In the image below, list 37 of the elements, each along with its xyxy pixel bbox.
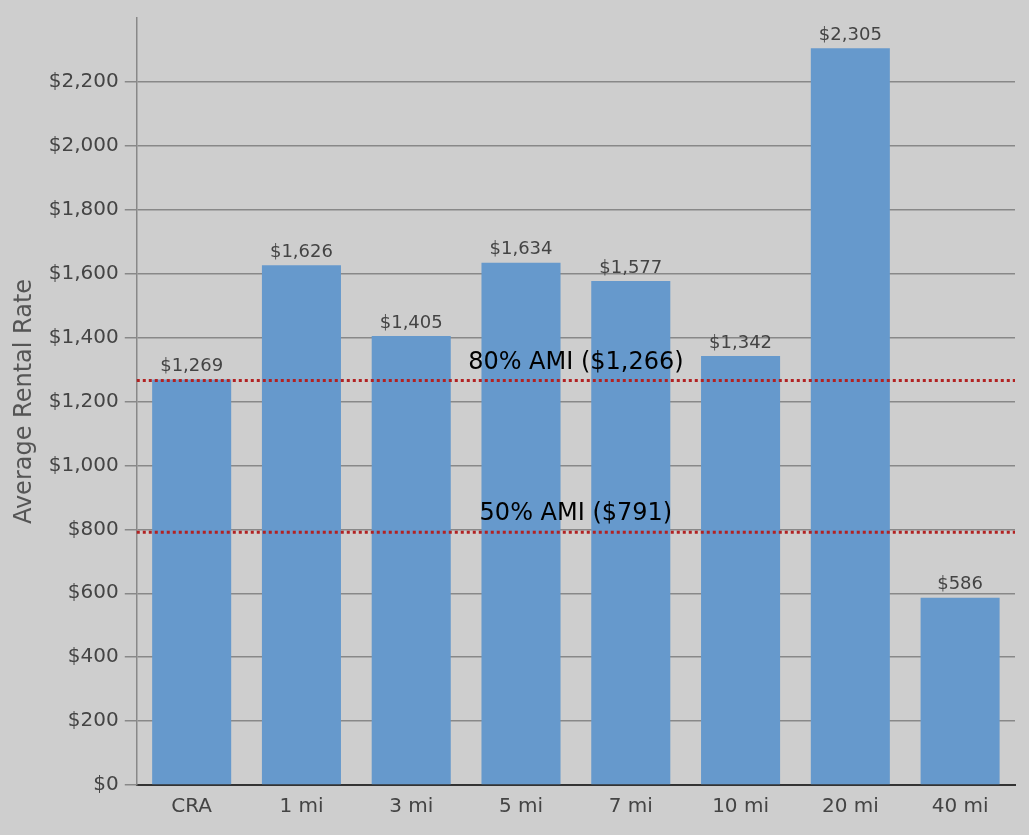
data-label: $586 [937,572,984,594]
x-tick-label: 1 mi [279,793,324,818]
y-tick-label: $600 [67,579,119,604]
x-tick-label: 5 mi [498,793,544,818]
bar [261,265,341,785]
ref-line-label: 80% AMI ($1,266) [468,346,684,375]
data-label: $1,405 [379,310,443,332]
data-label: $1,342 [709,330,773,352]
y-tick-label: $2,200 [48,68,119,93]
y-tick-label: $1,000 [48,451,119,476]
y-tick-label: $800 [67,515,119,540]
y-tick-label: $1,600 [48,259,119,284]
y-tick-label: $2,000 [48,132,119,157]
y-tick-label: $1,200 [48,387,119,412]
x-tick-label: 7 mi [608,793,653,818]
x-tick-label: 20 mi [821,793,879,818]
y-axis-title: Average Rental Rate [8,278,37,525]
y-tick-label: $200 [67,707,119,732]
y-tick-label: $400 [67,643,119,668]
bar [701,356,781,785]
y-tick-label: $0 [93,771,119,796]
data-label: $1,626 [269,240,333,262]
bar [810,48,890,785]
x-tick-label: 3 mi [389,793,434,818]
data-label: $2,305 [818,23,882,45]
bar [371,335,451,785]
x-tick-label: 10 mi [712,793,769,818]
bar [920,597,1000,785]
y-tick-label: $1,400 [48,323,119,348]
x-tick-label: CRA [171,793,213,818]
data-label: $1,577 [599,255,663,277]
x-tick-label: 40 mi [931,793,989,818]
y-tick-label: $1,800 [48,195,119,220]
data-label: $1,634 [489,237,553,259]
ref-line-label: 50% AMI ($791) [479,498,673,527]
bar [152,379,232,785]
data-label: $1,269 [160,354,224,376]
